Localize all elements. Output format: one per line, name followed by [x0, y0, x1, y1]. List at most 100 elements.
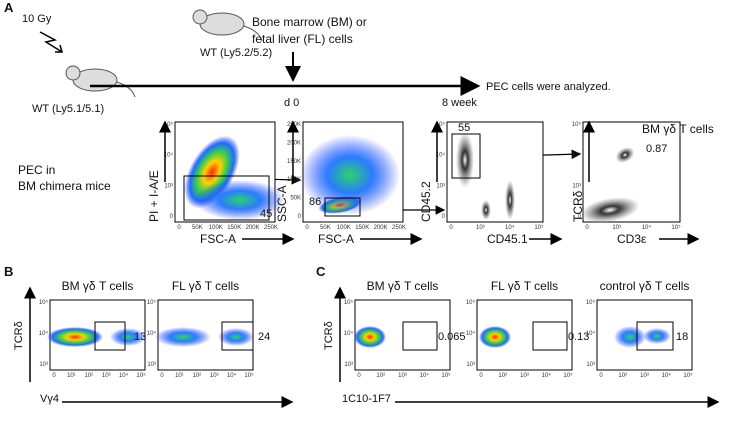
gate [221, 321, 254, 351]
x-tick-label: 10² [376, 373, 385, 379]
sample: BM chimera mice [18, 179, 111, 193]
y-tick-label: 10⁴ [164, 152, 174, 159]
gate [94, 321, 126, 351]
gate [532, 321, 568, 351]
y-axis-label: SSC-A [275, 185, 289, 222]
x-tick-label: 10¹ [67, 373, 76, 379]
y-tick-label: 0 [298, 214, 302, 220]
x-tick-label: 10² [192, 373, 201, 379]
y-axis-label: CD45.2 [419, 181, 433, 222]
x-tick-label: 10⁴ [227, 372, 237, 379]
gate-value: 18 [676, 331, 688, 343]
x-tick-label: 250K [392, 225, 406, 231]
donor-mouse [192, 9, 263, 42]
cell-population [456, 132, 474, 188]
cell-population [614, 326, 646, 348]
donor-label: WT (Ly5.2/5.2) [200, 47, 272, 59]
x-tick-label: 250K [264, 225, 278, 231]
y-tick-label: 10⁴ [572, 152, 582, 159]
x-axis-label: FSC-A [318, 232, 354, 246]
y-tick-label: 10³ [39, 362, 48, 368]
gate-value: 45 [260, 208, 272, 220]
y-axis-label: TCRδ [13, 321, 25, 350]
y-axis-label: TCRδ [323, 321, 335, 350]
x-tick-label: 10² [618, 373, 627, 379]
gate [636, 321, 674, 351]
x-axis-label: CD3ε [617, 232, 647, 246]
x-tick-label: 10⁴ [542, 372, 552, 379]
x-tick-label: 0 [357, 373, 361, 379]
cell-population [615, 147, 635, 163]
x-tick-label: 10⁵ [136, 372, 146, 379]
x-tick-label: 0 [599, 373, 603, 379]
plot-title: FL γδ T cells [491, 279, 558, 293]
x-tick-label: 10³ [640, 373, 649, 379]
panel-label: C [316, 264, 326, 279]
recipient-label: WT (Ly5.1/5.1) [32, 103, 104, 115]
y-tick-label: 10⁴ [39, 330, 49, 337]
x-tick-label: 10¹ [175, 373, 184, 379]
plot-title: BM γδ T cells [62, 279, 134, 293]
x-tick-label: 0 [177, 225, 181, 231]
x-tick-label: 0 [449, 225, 453, 231]
x-tick-label: 10⁵ [683, 372, 693, 379]
plot-title: control γδ T cells [600, 279, 690, 293]
cell-population [195, 180, 285, 220]
y-tick-label: 10³ [466, 362, 475, 368]
gate [183, 175, 270, 221]
x-tick-label: 150K [227, 225, 241, 231]
x-tick-label: 10⁵ [441, 372, 451, 379]
x-tick-label: 0 [52, 373, 56, 379]
x-tick-label: 10⁵ [534, 224, 544, 231]
y-tick-label: 100K [287, 177, 301, 183]
y-tick-label: 10³ [572, 183, 581, 189]
y-tick-label: 200K [287, 140, 301, 146]
gate-value: 0.13 [568, 331, 589, 343]
gate [451, 133, 481, 179]
plot-title: FL γδ T cells [172, 279, 239, 293]
irradiation-icon [39, 31, 63, 53]
cell-population [643, 328, 671, 344]
y-tick-label: 0 [578, 214, 582, 220]
x-tick-label: 10² [498, 373, 507, 379]
y-tick-label: 10³ [147, 362, 156, 368]
y-tick-label: 10⁴ [147, 330, 157, 337]
x-tick-label: 10² [84, 373, 93, 379]
y-tick-label: 10⁵ [344, 299, 354, 306]
y-tick-label: 10³ [164, 183, 173, 189]
x-tick-label: 10³ [102, 373, 111, 379]
gate [324, 197, 361, 217]
x-tick-label: 10⁵ [244, 372, 254, 379]
cell-population [354, 326, 386, 348]
y-tick-label: 10⁴ [436, 152, 446, 159]
y-tick-label: 10⁵ [586, 299, 596, 306]
x-tick-label: 200K [374, 225, 388, 231]
y-tick-label: 250K [287, 122, 301, 128]
x-tick-label: 0 [479, 373, 483, 379]
x-tick-label: 10³ [612, 225, 621, 231]
gate-value: 55 [458, 122, 470, 134]
x-tick-label: 10⁵ [671, 224, 681, 231]
x-tick-label: 10³ [398, 373, 407, 379]
y-tick-label: 10⁵ [572, 121, 582, 128]
cell-population [481, 200, 491, 220]
x-tick-label: 10⁴ [662, 372, 672, 379]
x-axis-label: CD45.1 [487, 232, 528, 246]
y-tick-label: 10³ [344, 362, 353, 368]
y-tick-label: 10⁴ [344, 330, 354, 337]
x-tick-label: 0 [305, 225, 309, 231]
cell-population [155, 327, 211, 347]
y-tick-label: 0 [170, 214, 174, 220]
x-tick-label: 0 [585, 225, 589, 231]
cell-population [110, 328, 146, 346]
cell-population [580, 197, 640, 223]
x-tick-label: 10⁴ [420, 372, 430, 379]
x-axis-label: Vγ4 [40, 393, 59, 405]
x-tick-label: 10⁴ [119, 372, 129, 379]
x-axis-label: FSC-A [200, 232, 236, 246]
panel-label: B [4, 264, 13, 279]
recipient-mouse [65, 65, 136, 98]
y-axis-label: TCRδ [571, 190, 585, 222]
x-tick-label: 150K [355, 225, 369, 231]
sample: PEC in [18, 163, 55, 177]
